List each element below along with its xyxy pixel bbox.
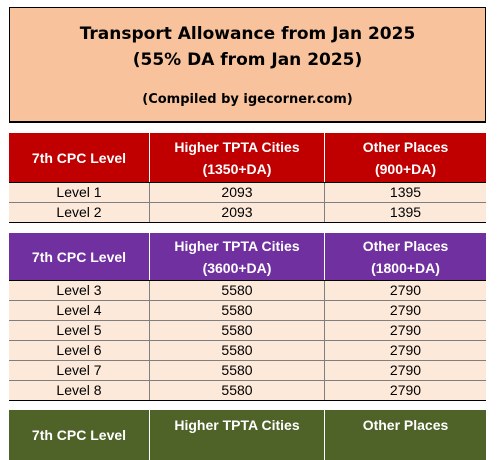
- level-cell: Level 7: [9, 361, 150, 380]
- table-row: Level 7 5580 2790: [9, 361, 486, 381]
- table-row: Level 6 5580 2790: [9, 341, 486, 361]
- level-cell: Level 3: [9, 281, 150, 300]
- other-cell: 2790: [389, 362, 422, 378]
- other-cell: 2790: [389, 302, 422, 318]
- higher-cell: 5580: [150, 301, 325, 320]
- page-title: Transport Allowance from Jan 2025: [79, 24, 416, 44]
- other-cell: 2790: [389, 282, 422, 298]
- level-cell: Level 4: [9, 301, 150, 320]
- higher-cell: 5580: [150, 321, 325, 340]
- higher-cell: 2093: [150, 183, 325, 202]
- table-row: Level 8 5580 2790: [9, 381, 486, 401]
- header-other-cell: Other Places (900+DA): [362, 138, 449, 177]
- other-cell: 1395: [389, 184, 422, 200]
- table-header-group-3: 7th CPC Level Higher TPTA Cities Other P…: [9, 410, 486, 460]
- other-cell: 2790: [389, 382, 422, 398]
- table-row: Level 5 5580 2790: [9, 321, 486, 341]
- level-cell: Level 2: [9, 203, 150, 222]
- compiled-by-note: (Compiled by igecorner.com): [142, 92, 353, 107]
- higher-cell: 2093: [150, 203, 325, 222]
- other-cell: 1395: [389, 204, 422, 220]
- other-cell: 2790: [389, 322, 422, 338]
- higher-cell: 5580: [150, 281, 325, 300]
- higher-cell: 5580: [150, 341, 325, 360]
- table-header-group-2: 7th CPC Level Higher TPTA Cities (3600+DA…: [9, 233, 486, 281]
- header-level-cell: 7th CPC Level: [9, 233, 150, 280]
- table-row: Level 3 5580 2790: [9, 281, 486, 301]
- table-row: Level 2 2093 1395: [9, 203, 486, 223]
- higher-cell: 5580: [150, 361, 325, 380]
- header-higher-cell: Higher TPTA Cities: [150, 410, 325, 460]
- table-row: Level 4 5580 2790: [9, 301, 486, 321]
- higher-cell: 5580: [150, 381, 325, 400]
- header-level-cell: 7th CPC Level: [9, 133, 150, 182]
- level-cell: Level 8: [9, 381, 150, 400]
- page-subtitle: (55% DA from Jan 2025): [132, 50, 363, 70]
- title-block: Transport Allowance from Jan 2025 (55% D…: [9, 7, 486, 122]
- other-cell: 2790: [389, 342, 422, 358]
- header-other-cell: Other Places: [362, 417, 449, 433]
- table-header-group-1: 7th CPC Level Higher TPTA Cities (1350+DA…: [9, 133, 486, 183]
- header-higher-cell: Higher TPTA Cities (3600+DA): [150, 233, 325, 280]
- level-cell: Level 5: [9, 321, 150, 340]
- level-cell: Level 6: [9, 341, 150, 360]
- header-other-cell: Other Places (1800+DA): [362, 237, 449, 276]
- header-level-cell: 7th CPC Level: [9, 410, 150, 460]
- table-row: Level 1 2093 1395: [9, 183, 486, 203]
- level-cell: Level 1: [9, 183, 150, 202]
- header-higher-cell: Higher TPTA Cities (1350+DA): [150, 133, 325, 182]
